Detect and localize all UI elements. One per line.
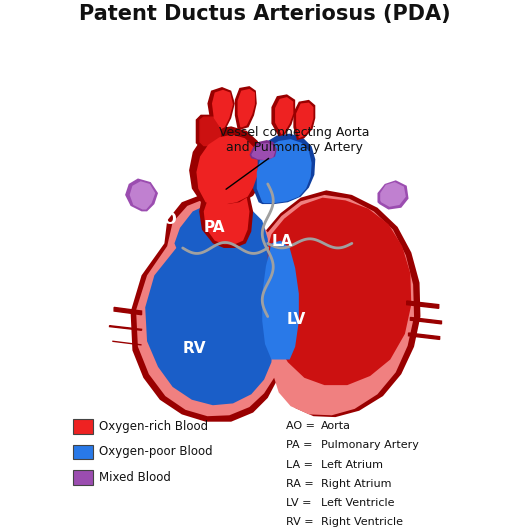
Polygon shape xyxy=(130,181,155,209)
Polygon shape xyxy=(250,140,277,160)
Text: RA: RA xyxy=(108,288,131,303)
Text: Vessel connecting Aorta
and Pulmonary Artery: Vessel connecting Aorta and Pulmonary Ar… xyxy=(219,126,369,189)
Polygon shape xyxy=(293,100,315,140)
Polygon shape xyxy=(268,198,411,385)
Polygon shape xyxy=(199,195,253,248)
Polygon shape xyxy=(207,87,235,131)
Text: LV: LV xyxy=(287,312,306,327)
Polygon shape xyxy=(189,126,264,205)
Polygon shape xyxy=(197,116,224,147)
Text: LA =: LA = xyxy=(286,460,316,470)
Polygon shape xyxy=(200,117,220,146)
Polygon shape xyxy=(235,86,257,129)
Text: AO =: AO = xyxy=(286,421,319,431)
Polygon shape xyxy=(110,325,142,330)
Text: Right Atrium: Right Atrium xyxy=(321,479,391,489)
Polygon shape xyxy=(251,143,275,160)
Polygon shape xyxy=(237,89,255,127)
Text: RV =: RV = xyxy=(286,517,317,527)
Text: PA: PA xyxy=(204,220,225,235)
Text: PA =: PA = xyxy=(286,440,316,450)
Polygon shape xyxy=(380,182,406,207)
Polygon shape xyxy=(212,90,233,129)
Polygon shape xyxy=(204,198,250,244)
Bar xyxy=(73,445,93,459)
Bar xyxy=(73,419,93,434)
Polygon shape xyxy=(257,139,312,203)
Polygon shape xyxy=(275,97,293,135)
Polygon shape xyxy=(253,134,315,204)
Polygon shape xyxy=(377,180,409,209)
Text: Oxygen-poor Blood: Oxygen-poor Blood xyxy=(99,445,212,458)
Polygon shape xyxy=(125,179,158,211)
Text: Left Ventricle: Left Ventricle xyxy=(321,498,394,508)
Polygon shape xyxy=(114,307,142,315)
Text: AO: AO xyxy=(153,213,178,227)
Polygon shape xyxy=(136,195,414,416)
Text: Mixed Blood: Mixed Blood xyxy=(99,471,171,484)
Text: Right Ventricle: Right Ventricle xyxy=(321,517,403,527)
Polygon shape xyxy=(130,190,420,422)
Polygon shape xyxy=(296,103,313,138)
Text: Left Atrium: Left Atrium xyxy=(321,460,383,470)
Polygon shape xyxy=(409,333,440,339)
Text: LV =: LV = xyxy=(286,498,315,508)
Text: RA =: RA = xyxy=(286,479,317,489)
Polygon shape xyxy=(410,317,441,324)
Polygon shape xyxy=(112,341,142,345)
Polygon shape xyxy=(145,202,274,405)
Polygon shape xyxy=(407,301,439,308)
Text: RV: RV xyxy=(183,341,207,356)
Text: LA: LA xyxy=(271,234,293,249)
Bar xyxy=(73,470,93,485)
Text: Aorta: Aorta xyxy=(321,421,351,431)
Polygon shape xyxy=(262,241,299,359)
Polygon shape xyxy=(271,94,295,136)
Title: Patent Ductus Arteriosus (PDA): Patent Ductus Arteriosus (PDA) xyxy=(79,4,451,24)
Text: Pulmonary Artery: Pulmonary Artery xyxy=(321,440,419,450)
Text: Oxygen-rich Blood: Oxygen-rich Blood xyxy=(99,420,208,433)
Polygon shape xyxy=(197,135,258,205)
